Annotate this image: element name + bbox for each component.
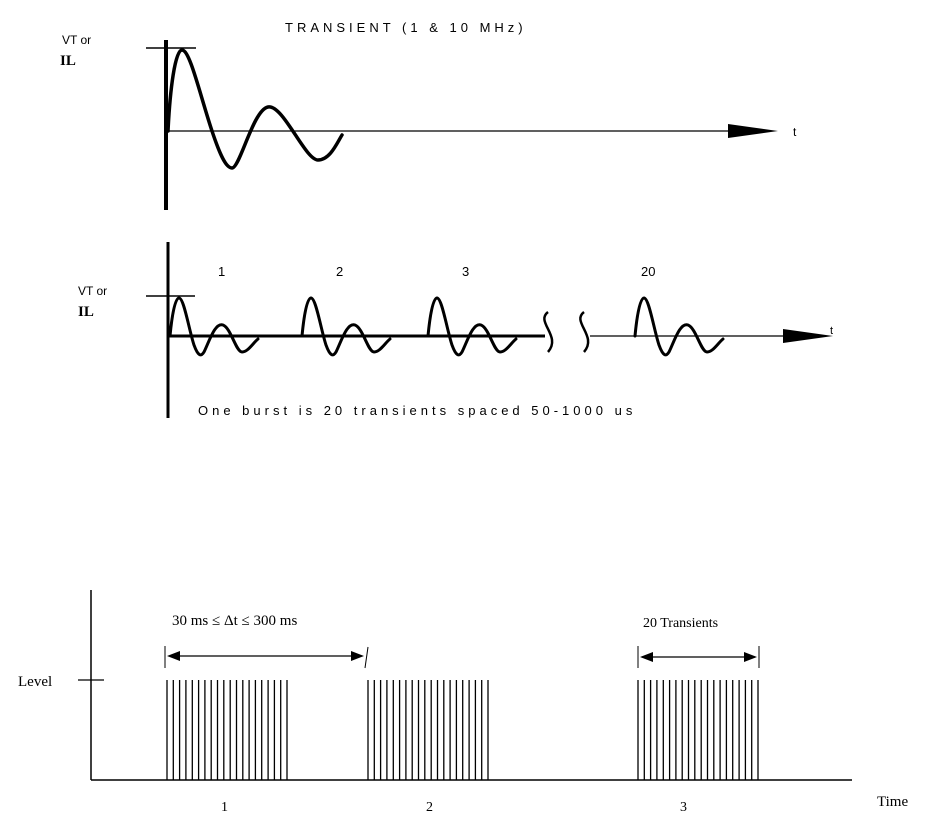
- level-label: Level: [18, 674, 52, 690]
- count-label: 20 Transients: [643, 616, 718, 631]
- single-transient-panel: TRANSIENT (1 & 10 MHz) VT or IL t: [60, 20, 797, 210]
- count-arrowhead-left: [640, 652, 653, 662]
- interval-arrowhead-right: [351, 651, 364, 661]
- burst-transient-wave-2: [300, 296, 392, 357]
- transient-t-label: t: [793, 125, 797, 139]
- burst-y-label-bottom: IL: [78, 304, 94, 320]
- transient-title: TRANSIENT (1 & 10 MHz): [285, 20, 527, 35]
- burst-t-arrow: [783, 329, 833, 343]
- transient-damped-wave: [166, 48, 344, 170]
- interval-arrowhead-left: [167, 651, 180, 661]
- interval-extension-right: [364, 646, 369, 669]
- burst-transient-wave-1: [168, 296, 260, 357]
- burst-t-label: t: [830, 325, 833, 337]
- burst-number-3: 3: [462, 264, 469, 279]
- break-mark-right: [579, 311, 590, 353]
- break-mark-left: [543, 311, 554, 353]
- burst-panel: VT or IL t 1 2 3 20 One burst is 20 tran…: [78, 242, 833, 418]
- transient-y-label-bottom: IL: [60, 53, 76, 69]
- burst-caption: One burst is 20 transients spaced 50-100…: [198, 403, 636, 418]
- train-burst-number-1: 1: [221, 800, 228, 814]
- train-burst-number-2: 2: [426, 800, 433, 814]
- train-burst-number-3: 3: [680, 800, 687, 814]
- transient-t-arrow: [728, 124, 778, 138]
- burst-y-label-top: VT or: [78, 284, 107, 298]
- transient-y-label-top: VT or: [62, 33, 91, 47]
- burst-transient-wave-3: [426, 296, 518, 357]
- burst-train-lines: [166, 680, 759, 780]
- count-arrowhead-right: [744, 652, 757, 662]
- burst-number-2: 2: [336, 264, 343, 279]
- burst-transient-wave-4: [633, 296, 725, 357]
- burst-number-1: 1: [218, 264, 225, 279]
- burst-transient-waves: [168, 296, 725, 357]
- interval-label: 30 ms ≤ Δt ≤ 300 ms: [172, 613, 297, 629]
- burst-number-20: 20: [641, 264, 655, 279]
- time-label: Time: [877, 794, 908, 810]
- burst-train-panel: Level Time 30 ms ≤ Δt ≤ 300 ms 20 Transi…: [18, 590, 908, 814]
